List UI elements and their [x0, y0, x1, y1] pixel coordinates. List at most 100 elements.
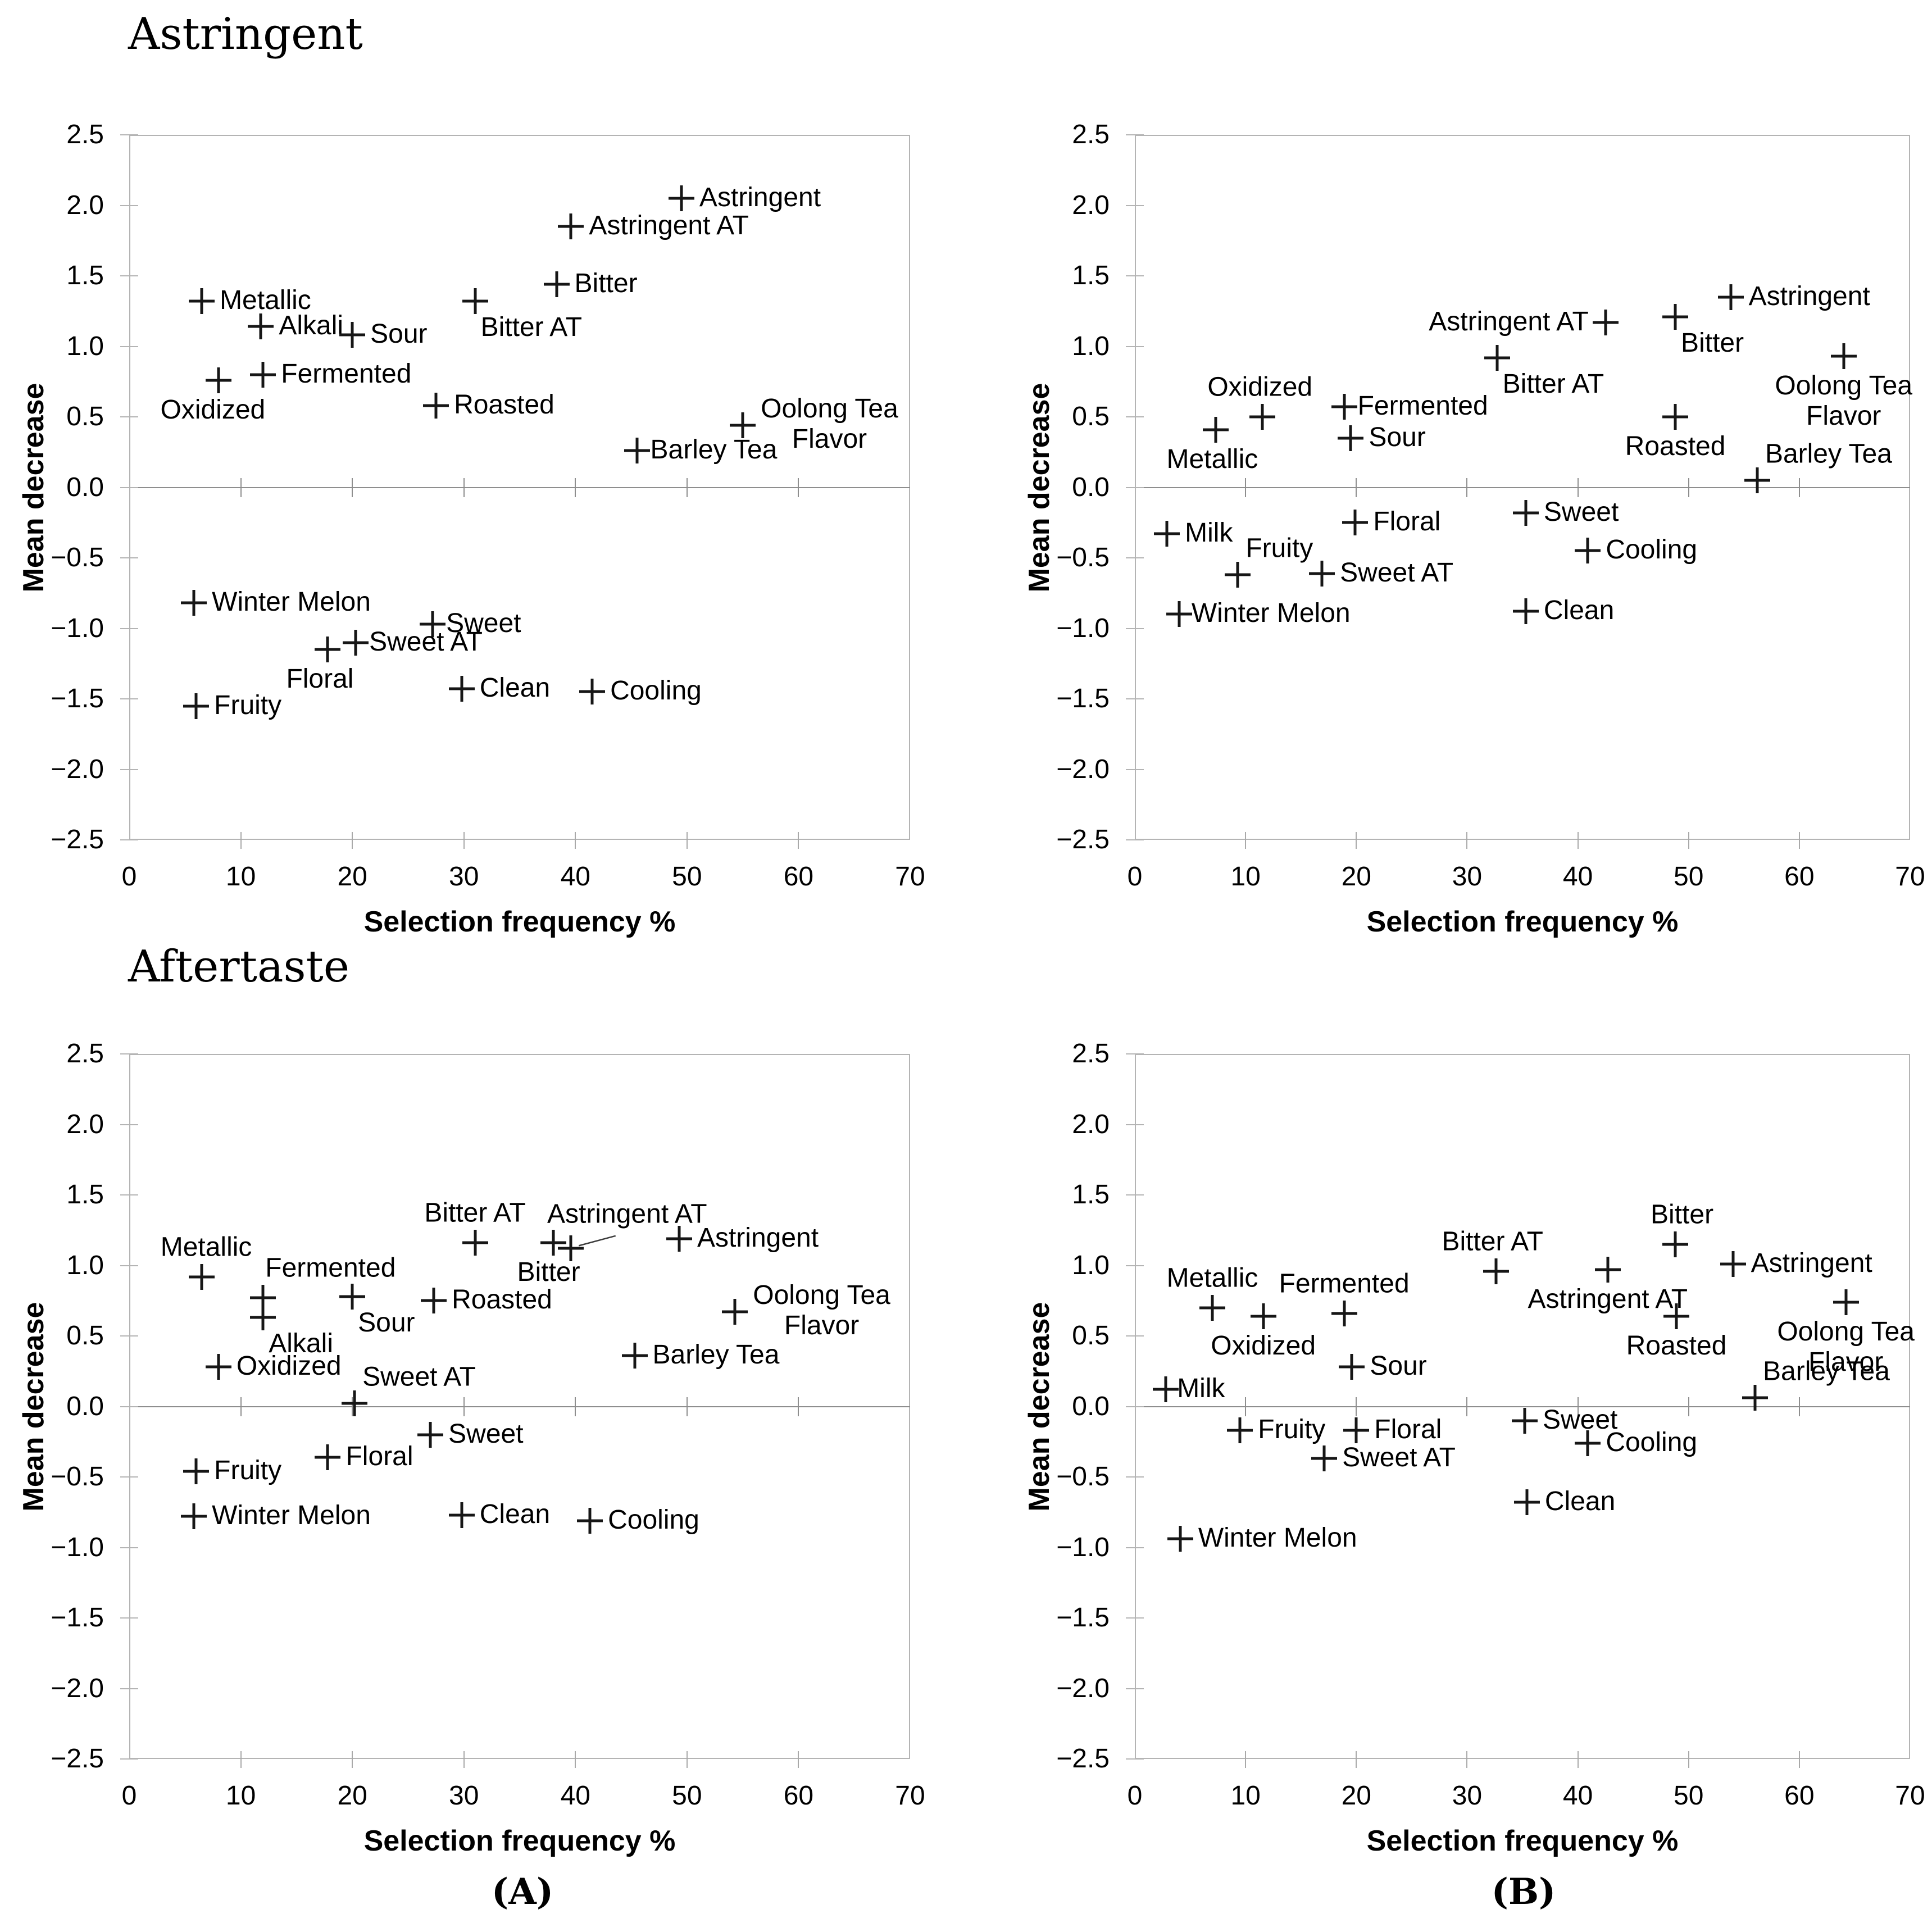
data-point-label: Bitter AT — [424, 1198, 526, 1228]
data-point-label: Fermented — [265, 1253, 396, 1283]
data-point-label: Astringent — [699, 182, 821, 212]
data-point-label: Oxidized — [236, 1351, 342, 1381]
data-point-label: Oolong Tea Flavor — [1775, 371, 1913, 431]
data-point-marker — [183, 693, 209, 719]
data-point-label: Floral — [1374, 1415, 1442, 1445]
x-tick-label: 10 — [225, 862, 256, 892]
data-point-marker — [1720, 1251, 1746, 1277]
zero-line-tick — [1577, 478, 1579, 497]
data-point-marker — [315, 637, 340, 662]
label-callout-line — [578, 1235, 616, 1247]
data-point-label: Cooling — [610, 676, 702, 706]
x-axis-tick — [1577, 832, 1579, 849]
panel-label-b: (B) — [1491, 1871, 1556, 1913]
y-axis-tick — [1126, 204, 1144, 206]
data-point-label: Barley Tea — [1765, 439, 1892, 469]
data-point-label: Oxidized — [1211, 1330, 1316, 1361]
y-axis-tick — [120, 698, 138, 699]
y-tick-label: 1.0 — [1072, 331, 1110, 361]
panel-label-a: (A) — [491, 1871, 554, 1913]
data-point-marker — [206, 367, 231, 393]
data-point-label: Cooling — [1606, 535, 1698, 565]
data-point-marker — [250, 362, 276, 388]
zero-line-tick — [1577, 1397, 1579, 1416]
x-axis-tick — [1688, 832, 1689, 849]
x-tick-label: 70 — [1895, 862, 1925, 892]
zero-line-tick — [240, 1397, 242, 1416]
y-tick-label: 2.5 — [66, 120, 104, 149]
x-axis-title: Selection frequency % — [363, 906, 676, 938]
zero-line-tick — [686, 1397, 688, 1416]
zero-axis-line — [1135, 487, 1910, 488]
data-point-label: Oxidized — [1207, 372, 1313, 402]
x-tick-label: 30 — [449, 862, 479, 892]
zero-line-tick — [1798, 1397, 1800, 1416]
data-point-marker — [1742, 1385, 1768, 1411]
data-point-label: Fruity — [1258, 1415, 1326, 1445]
zero-axis-line — [129, 1406, 910, 1407]
data-point-marker — [1331, 394, 1357, 420]
y-tick-label: −1.5 — [1056, 1603, 1110, 1633]
y-tick-label: 1.5 — [1072, 261, 1110, 290]
y-axis-tick — [1126, 628, 1144, 629]
y-axis-tick — [1126, 134, 1144, 135]
x-axis-tick — [240, 832, 242, 849]
x-axis-tick — [1245, 1751, 1247, 1768]
x-axis-tick — [240, 1751, 242, 1768]
data-point-label: Metallic — [220, 285, 311, 316]
x-axis-tick — [1798, 1751, 1800, 1768]
data-point-marker — [417, 1422, 443, 1448]
y-axis-tick — [120, 1758, 138, 1760]
zero-line-tick — [1245, 1397, 1247, 1416]
data-point-marker — [1153, 1376, 1179, 1402]
y-tick-label: 0.5 — [66, 402, 104, 431]
x-tick-label: 50 — [1674, 862, 1704, 892]
data-point-label: Fruity — [1245, 533, 1313, 563]
data-point-marker — [1662, 304, 1688, 330]
y-axis-tick — [120, 628, 138, 629]
y-axis-tick — [1126, 1758, 1144, 1760]
y-axis-tick — [1126, 275, 1144, 276]
data-point-marker — [666, 1226, 692, 1252]
data-point-marker — [1662, 404, 1688, 430]
y-tick-label: −2.0 — [1056, 754, 1110, 784]
y-axis-tick — [120, 1053, 138, 1054]
data-point-marker — [181, 590, 207, 616]
data-point-label: Alkali — [279, 311, 344, 341]
x-tick-label: 10 — [1230, 862, 1261, 892]
y-axis-tick — [1126, 1265, 1144, 1266]
y-axis-tick — [1126, 1406, 1144, 1407]
y-axis-tick — [120, 487, 138, 488]
y-tick-label: −0.5 — [51, 1462, 104, 1492]
data-point-label: Metallic — [1166, 1263, 1258, 1293]
x-axis-tick — [686, 1751, 688, 1768]
y-tick-label: 1.0 — [66, 1250, 104, 1280]
data-point-marker — [1251, 1303, 1276, 1329]
data-point-label: Winter Melon — [1191, 598, 1351, 629]
y-tick-label: 1.5 — [66, 261, 104, 290]
data-point-marker — [1513, 598, 1539, 624]
data-point-marker — [1663, 1303, 1689, 1329]
data-point-label: Roasted — [1625, 431, 1726, 461]
y-axis-tick — [120, 1194, 138, 1195]
data-point-marker — [1595, 1257, 1621, 1283]
y-tick-label: 0.0 — [66, 1391, 104, 1421]
y-tick-label: −0.5 — [1056, 543, 1110, 572]
x-axis-tick — [463, 1751, 465, 1768]
data-point-marker — [342, 1390, 367, 1416]
data-point-marker — [622, 1343, 648, 1369]
y-axis-tick — [1126, 698, 1144, 699]
x-axis-title: Selection frequency % — [1366, 906, 1679, 938]
y-tick-label: 1.0 — [66, 331, 104, 361]
x-tick-label: 30 — [449, 1781, 479, 1811]
data-point-marker — [1662, 1231, 1688, 1257]
data-point-label: Astringent AT — [547, 1199, 707, 1229]
data-point-marker — [1343, 1417, 1369, 1443]
data-point-label: Milk — [1177, 1374, 1225, 1404]
x-axis-tick — [798, 832, 799, 849]
y-axis-tick — [1126, 1547, 1144, 1548]
y-axis-tick — [120, 1124, 138, 1125]
data-point-marker — [579, 679, 605, 704]
data-point-marker — [1744, 467, 1770, 493]
data-point-marker — [1167, 1526, 1193, 1552]
